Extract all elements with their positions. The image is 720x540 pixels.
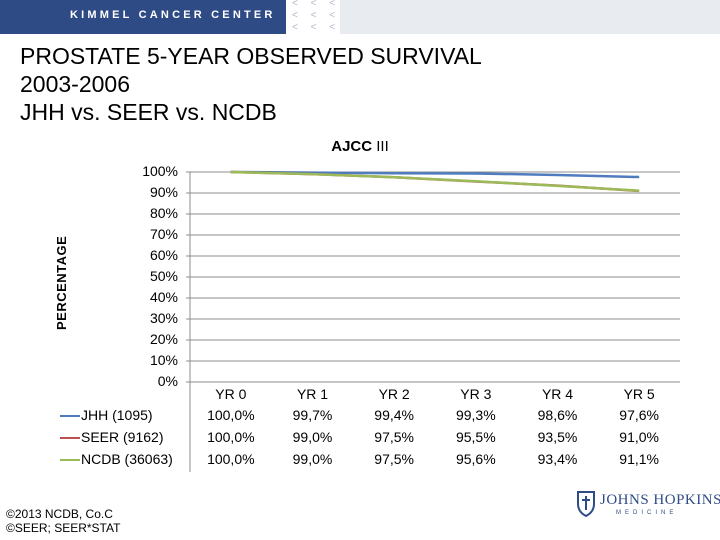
legend-label-jhh: JHH (1095) xyxy=(81,407,153,423)
data-label: 91,1% xyxy=(619,451,659,467)
header-banner: KIMMEL CANCER CENTER < < < < < < < < < xyxy=(0,0,720,34)
chevron-decoration-icon: < < < < < < < < < xyxy=(292,0,341,33)
data-label: 95,5% xyxy=(455,429,496,445)
y-tick-label: 30% xyxy=(149,310,178,326)
x-category-label: YR 2 xyxy=(378,386,410,402)
y-tick-label: 70% xyxy=(149,226,178,242)
data-label: 99,7% xyxy=(292,407,333,423)
data-label: 99,0% xyxy=(292,429,333,445)
y-tick-label: 20% xyxy=(149,331,178,347)
x-category-label: YR 3 xyxy=(460,386,492,402)
shield-icon xyxy=(577,491,595,518)
data-label: 95,6% xyxy=(455,451,496,467)
johns-hopkins-logo: JOHNS HOPKINS MEDICINE xyxy=(576,490,720,524)
y-tick-label: 0% xyxy=(157,373,178,389)
data-label: 97,6% xyxy=(619,407,659,423)
data-label: 99,4% xyxy=(374,407,414,423)
y-tick-label: 90% xyxy=(149,184,178,200)
header-bar xyxy=(0,0,286,34)
header-background xyxy=(340,0,720,34)
footer-credits: ©2013 NCDB, Co.C ©SEER; SEER*STAT xyxy=(6,507,120,535)
data-label: 91,0% xyxy=(619,429,659,445)
y-tick-label: 10% xyxy=(149,352,178,368)
logo-name: JOHNS HOPKINS xyxy=(600,492,720,508)
data-label: 100,0% xyxy=(207,429,255,445)
title-line-1: PROSTATE 5-YEAR OBSERVED SURVIVAL xyxy=(20,43,482,69)
chart-title: AJCC III xyxy=(300,138,420,155)
footer-line-1: ©2013 NCDB, Co.C xyxy=(6,507,113,521)
x-category-label: YR 4 xyxy=(541,386,574,402)
slide-title: PROSTATE 5-YEAR OBSERVED SURVIVAL 2003-2… xyxy=(20,42,482,126)
data-label: 97,5% xyxy=(374,429,414,445)
data-label: 98,6% xyxy=(537,407,578,423)
legend-label-ncdb: NCDB (36063) xyxy=(81,451,173,467)
logo-subtitle: MEDICINE xyxy=(616,510,678,516)
legend-label-seer: SEER (9162) xyxy=(81,429,164,445)
x-category-label: YR 5 xyxy=(623,386,655,402)
org-name: KIMMEL CANCER CENTER xyxy=(70,9,276,21)
title-line-2: 2003-2006 xyxy=(20,71,130,97)
y-tick-label: 100% xyxy=(142,163,178,179)
x-category-label: YR 0 xyxy=(215,386,247,402)
data-label: 99,0% xyxy=(292,451,333,467)
y-tick-label: 60% xyxy=(149,247,178,263)
chart-title-rest: III xyxy=(372,138,389,155)
x-category-label: YR 1 xyxy=(296,386,329,402)
data-label: 93,5% xyxy=(537,429,578,445)
y-tick-label: 50% xyxy=(149,268,178,284)
title-line-3: JHH vs. SEER vs. NCDB xyxy=(20,99,277,125)
series-line-ncdb xyxy=(230,170,640,192)
data-label: 100,0% xyxy=(207,407,255,423)
footer-line-2: ©SEER; SEER*STAT xyxy=(6,521,121,535)
chart-title-bold: AJCC xyxy=(331,138,373,155)
data-label: 100,0% xyxy=(207,451,255,467)
data-label: 93,4% xyxy=(537,451,578,467)
y-tick-label: 80% xyxy=(149,205,178,221)
legend-key-ncdb xyxy=(60,459,80,461)
y-tick-label: 40% xyxy=(149,289,178,305)
data-label: 99,3% xyxy=(455,407,496,423)
legend-key-jhh xyxy=(60,415,80,417)
legend-key-seer xyxy=(60,437,80,439)
data-label: 97,5% xyxy=(374,451,414,467)
